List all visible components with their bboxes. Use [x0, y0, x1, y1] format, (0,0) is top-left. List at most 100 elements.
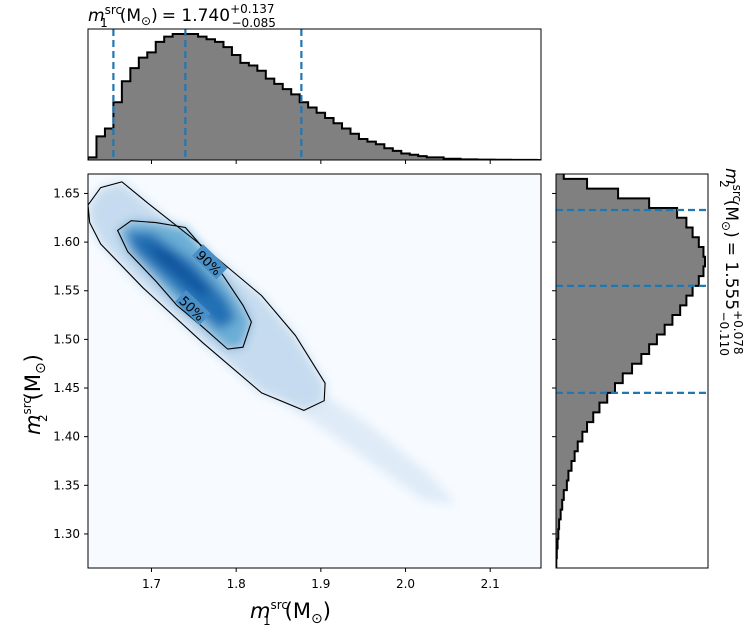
top-hist-bar: [88, 157, 97, 160]
right-hist-bar: [556, 266, 704, 277]
top-hist-bar: [350, 133, 360, 160]
right-hist-bar: [556, 441, 578, 452]
top-hist-bar: [206, 39, 216, 160]
top-marginal-panel: [87, 28, 542, 164]
top-hist-bar: [189, 34, 199, 160]
right-hist-bar: [556, 499, 563, 511]
top-hist-bar: [113, 102, 123, 160]
y-tick-label: 1.40: [53, 430, 80, 444]
top-hist-bar: [426, 157, 436, 160]
top-panel-frame: [87, 28, 542, 161]
top-hist-bar: [342, 128, 351, 160]
top-hist-bar: [240, 62, 250, 160]
density-level: [126, 232, 237, 330]
x-tick-label: 1.8: [227, 577, 246, 591]
right-hist-bar: [556, 529, 559, 540]
density-tail: [278, 368, 457, 505]
y-tick-label: 1.30: [53, 527, 80, 541]
top-hist-bar: [96, 136, 106, 160]
right-hist-bar: [556, 217, 687, 229]
top-hist-bar: [223, 47, 233, 160]
x-axis-label: msrc 1 (M⊙): [250, 598, 331, 628]
joint-panel: 90%50%1.7 1.8 1.9 2.0 2.11.651.601.551.501.4…: [53, 173, 542, 591]
right-hist-bar: [556, 451, 575, 462]
top-hist-bar: [401, 153, 411, 160]
top-hist-bar: [358, 139, 368, 160]
top-hist-bar: [325, 118, 335, 160]
contour-label-50-bg: [175, 289, 211, 326]
top-hist-bar: [308, 107, 318, 160]
top-hist-bar: [409, 154, 419, 160]
right-hist-bar: [556, 363, 633, 374]
right-hist-bar: [556, 295, 687, 306]
y-tick-label: 1.35: [53, 478, 80, 492]
right-hist-bar: [556, 246, 704, 258]
right-hist-outline: [556, 174, 707, 568]
right-hist-bar: [556, 431, 583, 443]
contour-90: [88, 181, 326, 412]
right-hist-bar: [556, 412, 594, 423]
top-hist-bar: [164, 36, 174, 160]
top-hist-bar: [333, 123, 343, 160]
top-hist-bar: [418, 156, 428, 160]
right-hist-bar: [556, 334, 657, 345]
right-marginal-panel: [552, 173, 709, 569]
density-level: [143, 242, 211, 296]
top-hist-bar: [265, 78, 275, 160]
x-tick-label: 2.0: [396, 577, 415, 591]
top-hist-bar: [384, 148, 394, 160]
right-hist-bar: [556, 315, 673, 326]
x-tick-label: 1.7: [142, 577, 161, 591]
right-hist-bar: [556, 383, 615, 394]
top-hist-bar: [291, 94, 301, 160]
top-hist-bar: [231, 55, 241, 160]
y-tick-label: 1.60: [53, 235, 80, 249]
right-hist-bar: [556, 422, 588, 433]
top-hist-bar: [392, 150, 402, 160]
top-hist-bar: [367, 141, 377, 160]
right-hist-bar: [556, 324, 665, 336]
right-hist-bar: [556, 509, 561, 520]
right-hist-bar: [556, 256, 706, 267]
right-hist-bar: [556, 344, 650, 355]
right-hist-bar: [556, 470, 569, 481]
right-marginal-title: msrc2(M⊙)= 1.555+0.078−0.110: [717, 168, 745, 356]
right-hist-bar: [556, 198, 650, 209]
right-hist-bar: [556, 208, 678, 219]
right-hist-bar: [556, 353, 642, 365]
top-hist-bar: [257, 70, 267, 160]
contour-label-90-bg: [191, 244, 228, 280]
top-hist-bar: [299, 102, 309, 160]
top-hist-bar: [147, 52, 157, 160]
y-tick-label: 1.45: [53, 381, 80, 395]
right-hist-bar: [556, 227, 693, 238]
top-hist-bar: [155, 41, 165, 160]
right-hist-bar: [556, 276, 699, 287]
top-marginal-title: msrc 1 (M⊙) = 1.740+0.137 −0.085: [88, 2, 276, 30]
right-hist-bar: [556, 178, 588, 190]
top-hist-bar: [198, 36, 208, 160]
top-hist-bar: [104, 128, 114, 160]
right-hist-bar: [556, 392, 608, 404]
right-hist-bar: [556, 188, 619, 199]
right-panel-frame: [555, 173, 709, 569]
right-hist-bar: [556, 305, 681, 316]
top-hist-bar: [248, 65, 258, 160]
right-hist-bar: [556, 373, 623, 384]
right-hist-bar: [556, 490, 564, 501]
y-tick-label: 1.55: [53, 284, 80, 298]
top-hist-bar: [274, 83, 284, 160]
top-hist-bar: [130, 68, 140, 160]
right-hist-bar: [556, 519, 560, 530]
right-hist-bar: [556, 480, 567, 491]
contour-50: [116, 220, 252, 350]
top-hist-bar: [316, 112, 326, 160]
top-hist-bar: [375, 144, 385, 160]
top-hist-bar: [172, 34, 182, 160]
top-hist-bar: [121, 81, 131, 160]
y-axis-label: msrc2(M⊙): [20, 354, 50, 435]
right-hist-bar: [556, 460, 572, 472]
x-tick-label: 2.1: [481, 577, 500, 591]
right-hist-bar: [556, 174, 564, 180]
